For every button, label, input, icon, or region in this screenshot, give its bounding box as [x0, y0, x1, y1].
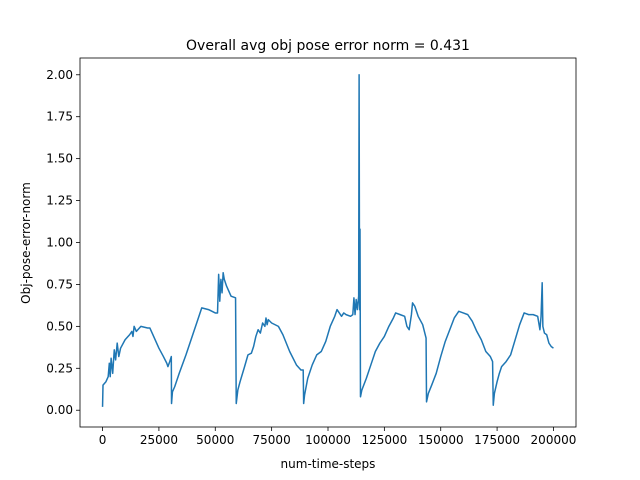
x-tick-label: 125000: [361, 433, 407, 447]
x-tick-label: 175000: [474, 433, 520, 447]
y-tick-label: 1.00: [46, 236, 73, 250]
chart-title: Overall avg obj pose error norm = 0.431: [186, 38, 470, 54]
series-line-0: [101, 74, 554, 407]
x-tick-label: 25000: [140, 433, 178, 447]
y-tick-label: 1.25: [46, 194, 73, 208]
y-tick-label: 0.75: [46, 277, 73, 291]
x-axis-label: num-time-steps: [281, 457, 376, 471]
y-tick-label: 0.00: [46, 403, 73, 417]
x-tick-label: 100000: [305, 433, 351, 447]
x-tick-label: 50000: [196, 433, 234, 447]
y-tick-label: 2.00: [46, 68, 73, 82]
x-tick-label: 0: [99, 433, 107, 447]
y-tick-label: 1.50: [46, 152, 73, 166]
y-axis-label: Obj-pose-error-norm: [19, 182, 33, 304]
y-tick-label: 0.50: [46, 319, 73, 333]
x-axis: 0 25000 50000 75000 100000 125000 150000 175000…: [99, 427, 577, 447]
y-axis: 0.00 0.25 0.50 0.75 1.00 1.25 1.50 1.75 2.00: [46, 68, 80, 417]
y-tick-label: 0.25: [46, 361, 73, 375]
x-tick-label: 150000: [418, 433, 464, 447]
x-tick-label: 75000: [253, 433, 291, 447]
y-tick-label: 1.75: [46, 110, 73, 124]
x-tick-label: 200000: [531, 433, 577, 447]
